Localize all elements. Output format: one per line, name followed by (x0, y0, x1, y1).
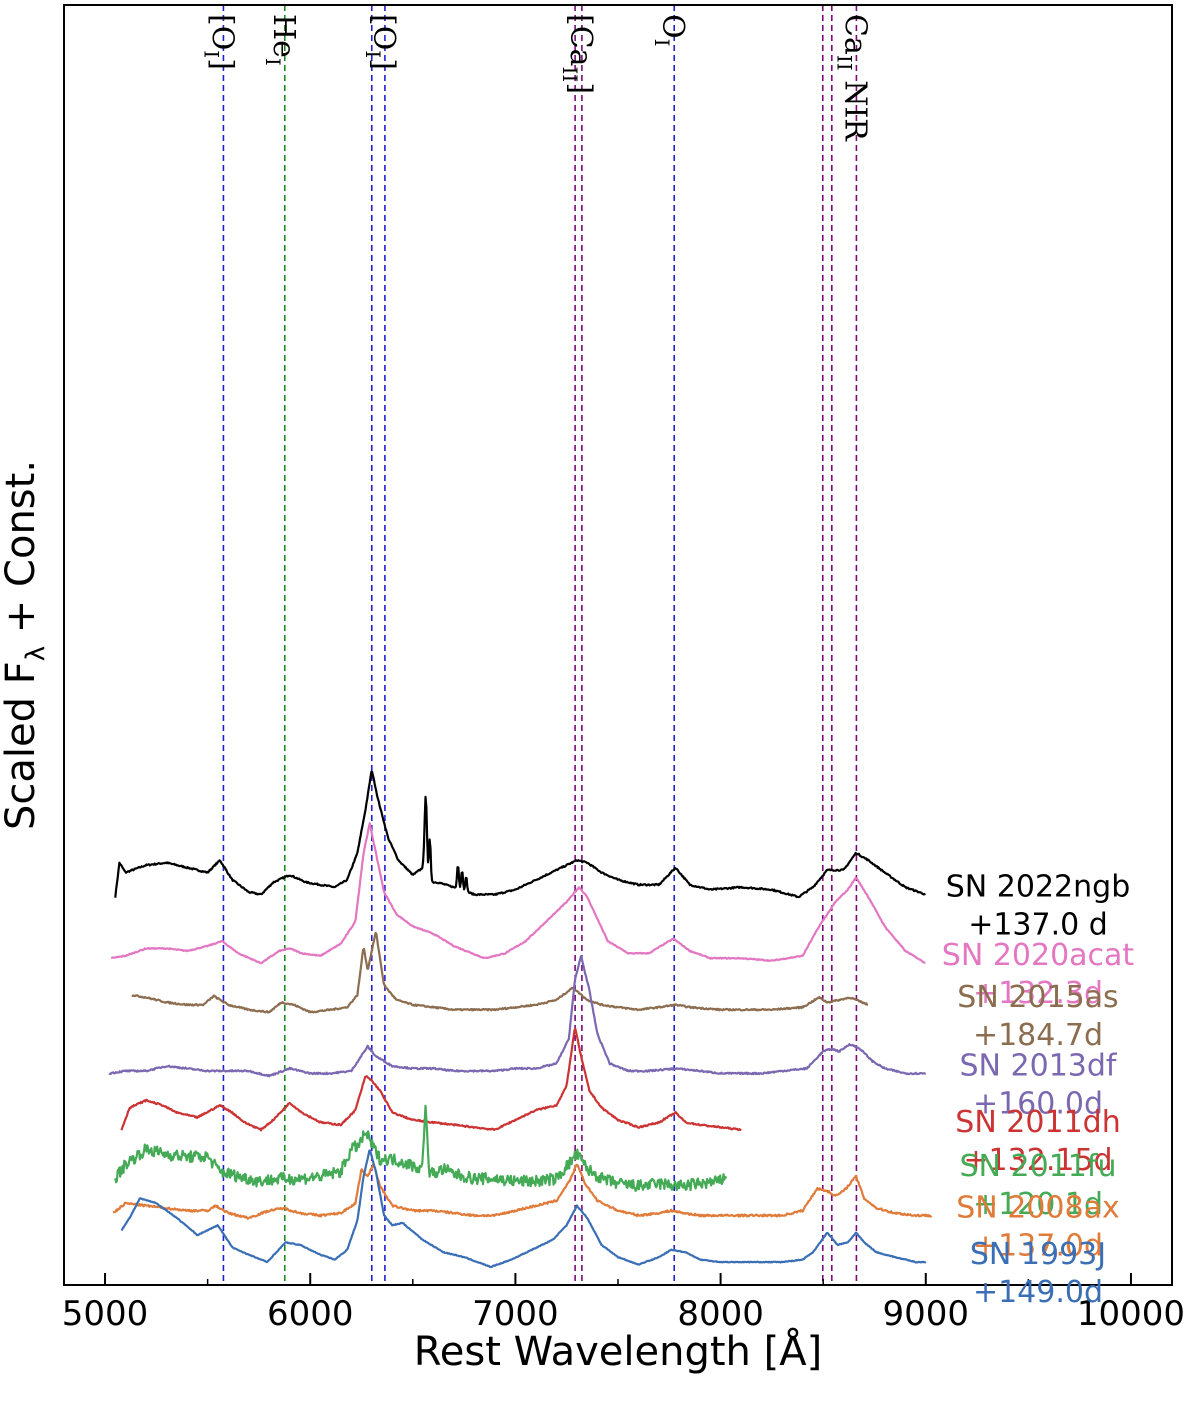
series-phase: +137.0 d (968, 908, 1108, 943)
y-axis-label: Scaled Fλ + Const. (0, 460, 51, 830)
series-phase: +132.15d (963, 1143, 1112, 1178)
x-tick-label: 10000 (1077, 1294, 1185, 1334)
x-tick-label: 9000 (883, 1294, 970, 1334)
series-name: SN 2022ngb (946, 870, 1130, 905)
line-marker-stage: II (832, 55, 856, 71)
y-axis-label-suffix: + Const. (0, 460, 44, 646)
series-name: SN 2011dh (955, 1105, 1120, 1140)
line-marker-stage: I (261, 58, 285, 66)
series-name: SN 2013df (960, 1048, 1118, 1083)
line-marker-stage: I (650, 39, 674, 47)
line-marker-labels: [OI]HeI[OI] [CaII]OI CaII NIR (199, 14, 872, 142)
series-phase: +137.0d (973, 1229, 1103, 1264)
series-phase: +120.1d (973, 1187, 1103, 1222)
line-marker-stage: II (558, 67, 582, 83)
line-marker-label: [OI] (361, 14, 401, 70)
line-marker-ion: He (266, 14, 301, 58)
series-line (114, 1104, 728, 1192)
line-marker-ion: [O (366, 14, 401, 50)
x-axis-ticks: 5000 6000 7000 8000 9000 10000 (62, 1273, 1185, 1334)
x-axis-label: Rest Wavelength [Å] (414, 1327, 822, 1375)
series-line (110, 822, 926, 965)
series-name: SN 2015as (957, 980, 1118, 1015)
line-marker-ion: [Ca (563, 14, 598, 67)
line-marker-label: CaII NIR (832, 14, 872, 142)
series-line (114, 770, 926, 899)
series-group (108, 770, 933, 1269)
x-tick-label: 8000 (677, 1294, 764, 1334)
series-phase: +149.0d (973, 1275, 1103, 1310)
y-axis-label-main: Scaled F (0, 661, 44, 830)
series-name: SN 2020acat (942, 938, 1135, 973)
line-marker-ion: Ca (837, 14, 872, 55)
line-marker-ion: O (655, 14, 690, 39)
line-marker-label: [CaII] (558, 14, 598, 94)
series-line (120, 1027, 742, 1132)
line-marker-suffix: ] (563, 82, 598, 94)
y-axis-label-sub: λ (21, 646, 51, 661)
line-marker-suffix: ] (366, 58, 401, 70)
line-marker-ion: [O (204, 14, 239, 50)
line-marker-stage: I (199, 50, 223, 58)
x-tick-label: 5000 (62, 1294, 149, 1334)
series-line (108, 955, 927, 1078)
line-marker-label: OI (650, 14, 690, 47)
series-line (131, 932, 869, 1014)
x-tick-label: 7000 (472, 1294, 559, 1334)
x-tick-label: 6000 (267, 1294, 354, 1334)
line-marker-label: [OI] (199, 14, 239, 70)
line-marker-stage: I (361, 50, 385, 58)
series-phase: +184.7d (973, 1018, 1103, 1053)
line-marker-label: HeI (261, 14, 301, 66)
series-name: SN 2011fu (960, 1149, 1117, 1184)
series-line (112, 1162, 933, 1220)
series-line (120, 1149, 927, 1269)
series-name: SN 2008ax (956, 1191, 1120, 1226)
line-marker-suffix: NIR (837, 71, 872, 143)
series-phase: +132.3d (973, 976, 1103, 1011)
series-phase: +160.0d (973, 1086, 1103, 1121)
line-marker-group (222, 5, 858, 1285)
line-marker-suffix: ] (204, 58, 239, 70)
series-name: SN 1993J (970, 1237, 1106, 1272)
